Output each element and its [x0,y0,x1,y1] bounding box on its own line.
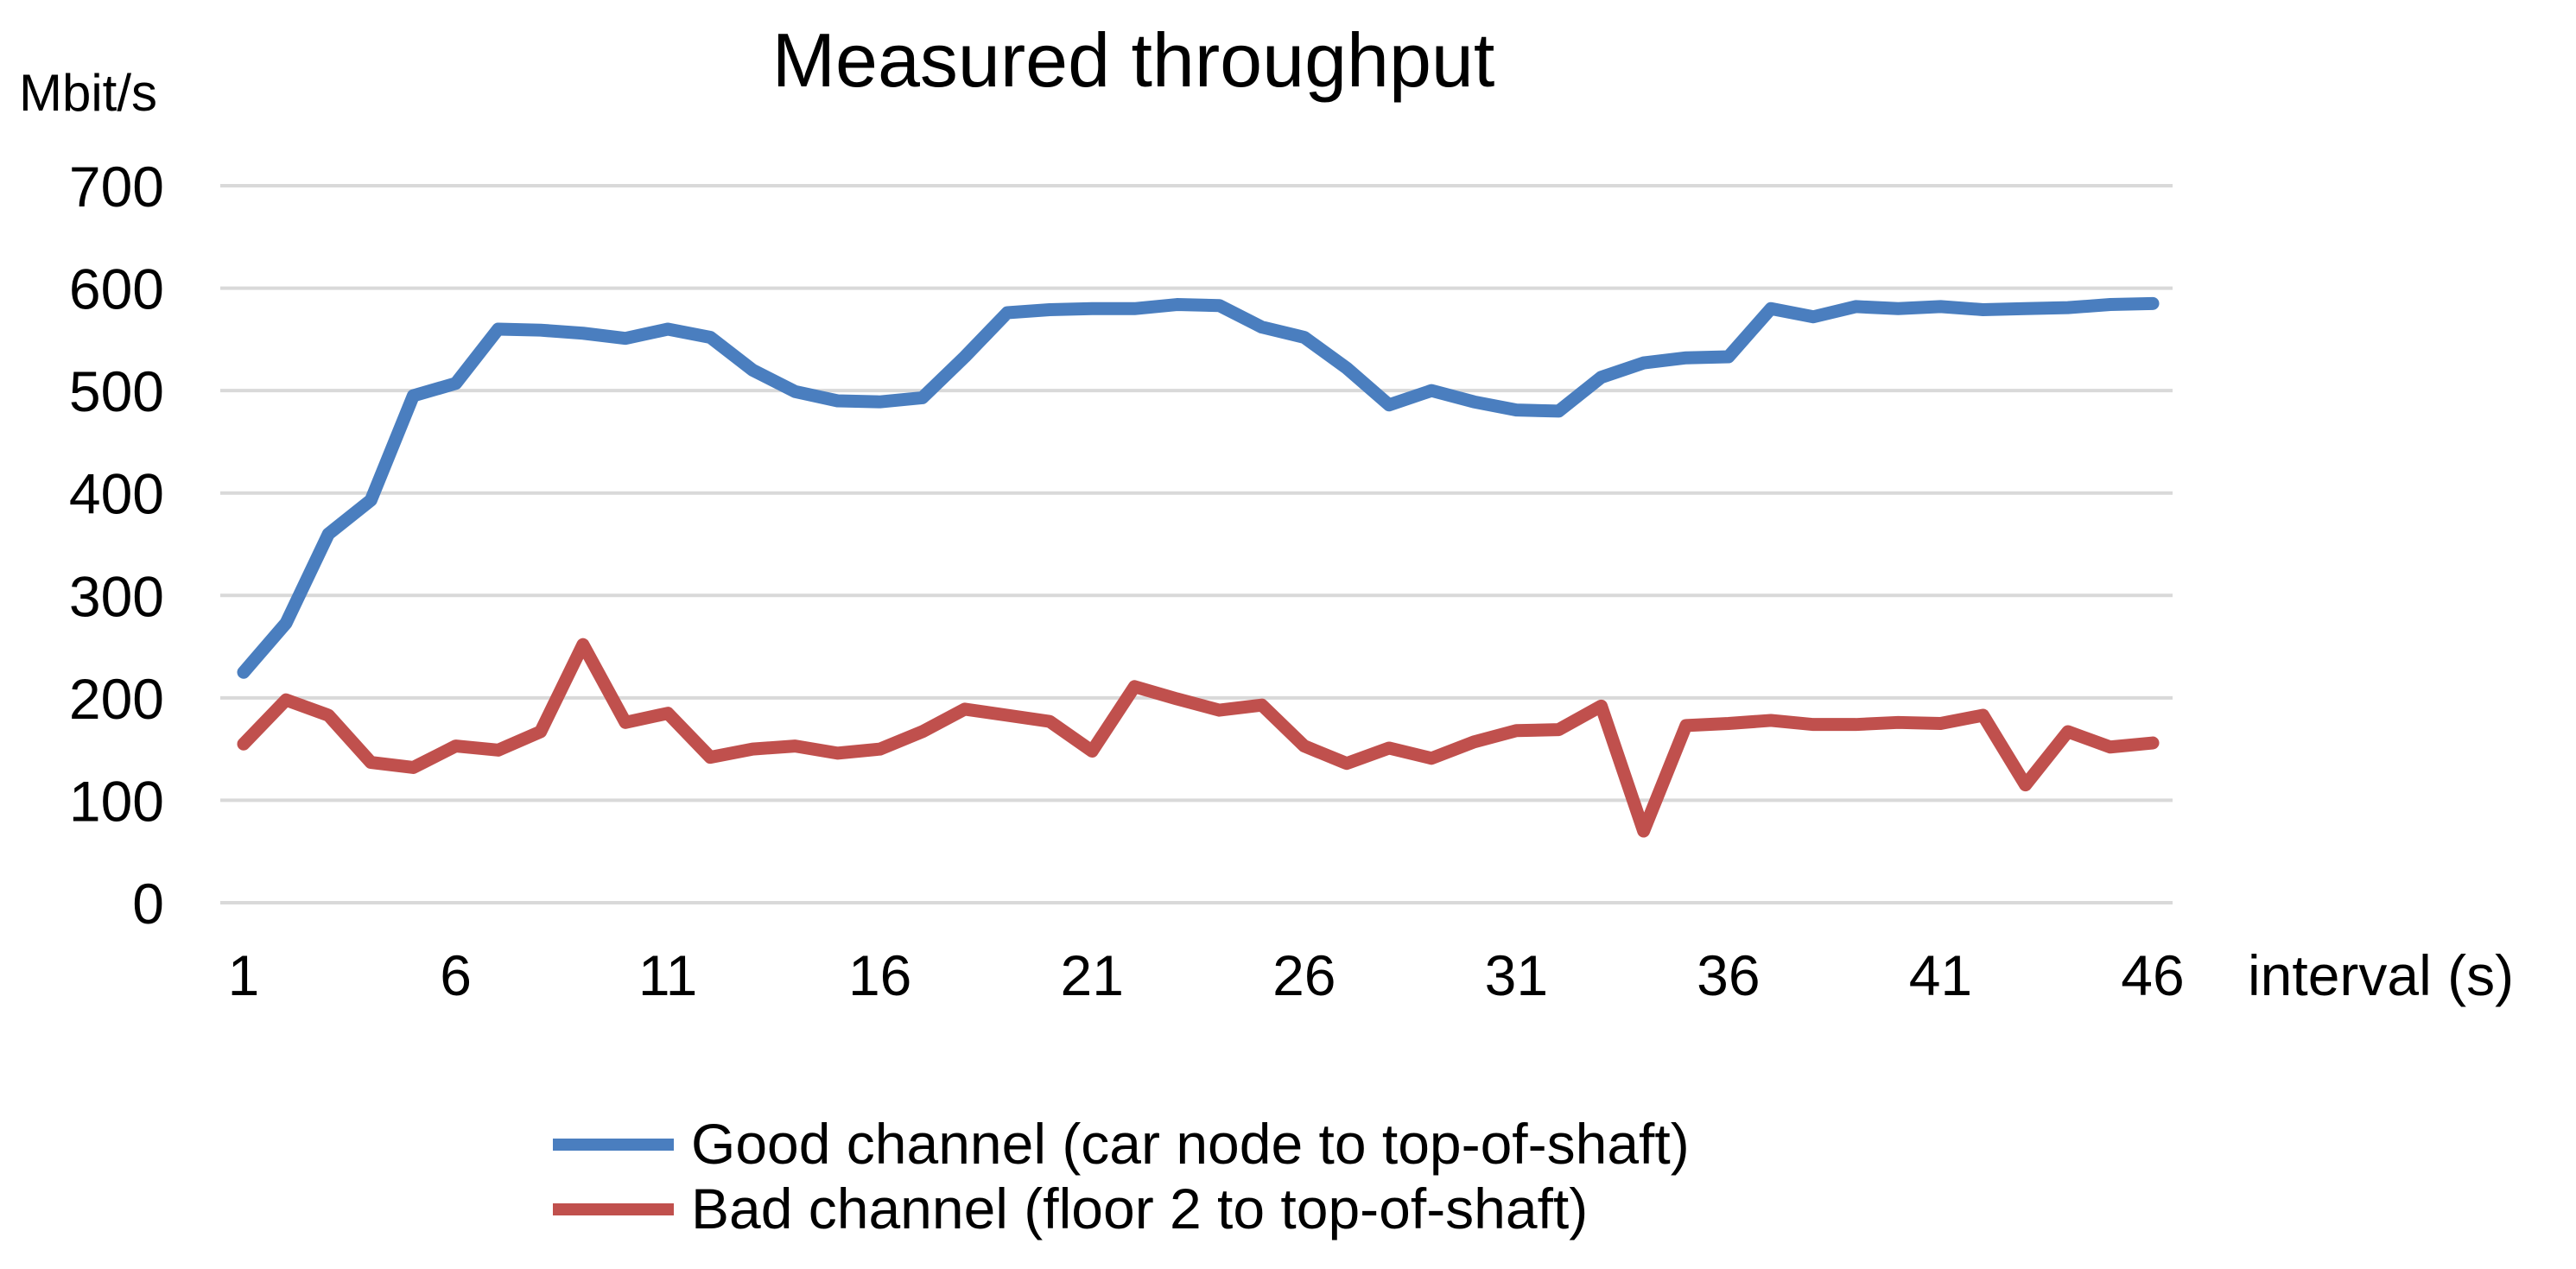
x-axis-ticks: 1 6 11 16 21 26 31 36 41 46 [228,943,2185,1007]
series-line-bad[interactable] [237,638,2160,838]
x-tick-label: 11 [638,943,698,1007]
y-tick-label: 0 [132,872,164,936]
x-tick-label: 16 [848,943,911,1007]
y-tick-label: 200 [69,667,164,731]
x-tick-label: 1 [228,943,260,1007]
x-tick-label: 41 [1909,943,1972,1007]
y-tick-label: 500 [69,359,164,423]
x-tick-label: 6 [440,943,472,1007]
gridlines [220,184,2173,904]
legend-label-good: Good channel (car node to top-of-shaft) [691,1112,1690,1176]
x-tick-label: 36 [1697,943,1760,1007]
y-tick-label: 400 [69,462,164,526]
y-tick-label: 100 [69,769,164,833]
y-tick-label: 600 [69,257,164,321]
y-tick-label: 300 [69,564,164,628]
x-tick-label: 21 [1061,943,1124,1007]
legend: Good channel (car node to top-of-shaft) … [553,1112,1690,1240]
x-tick-label: 26 [1272,943,1336,1007]
x-tick-label: 31 [1485,943,1548,1007]
y-tick-label: 700 [69,155,164,219]
legend-item-bad[interactable]: Bad channel (floor 2 to top-of-shaft) [553,1177,1588,1240]
x-axis-label: interval (s) [2248,943,2514,1007]
series-line-good[interactable] [237,296,2160,679]
chart-title: Measured throughput [772,17,1495,103]
series-lines [237,296,2160,838]
legend-item-good[interactable]: Good channel (car node to top-of-shaft) [553,1112,1690,1176]
y-axis-ticks: 0 100 200 300 400 500 600 700 [69,155,164,936]
y-axis-unit: Mbit/s [19,64,157,122]
x-tick-label: 46 [2121,943,2184,1007]
legend-label-bad: Bad channel (floor 2 to top-of-shaft) [691,1177,1588,1240]
